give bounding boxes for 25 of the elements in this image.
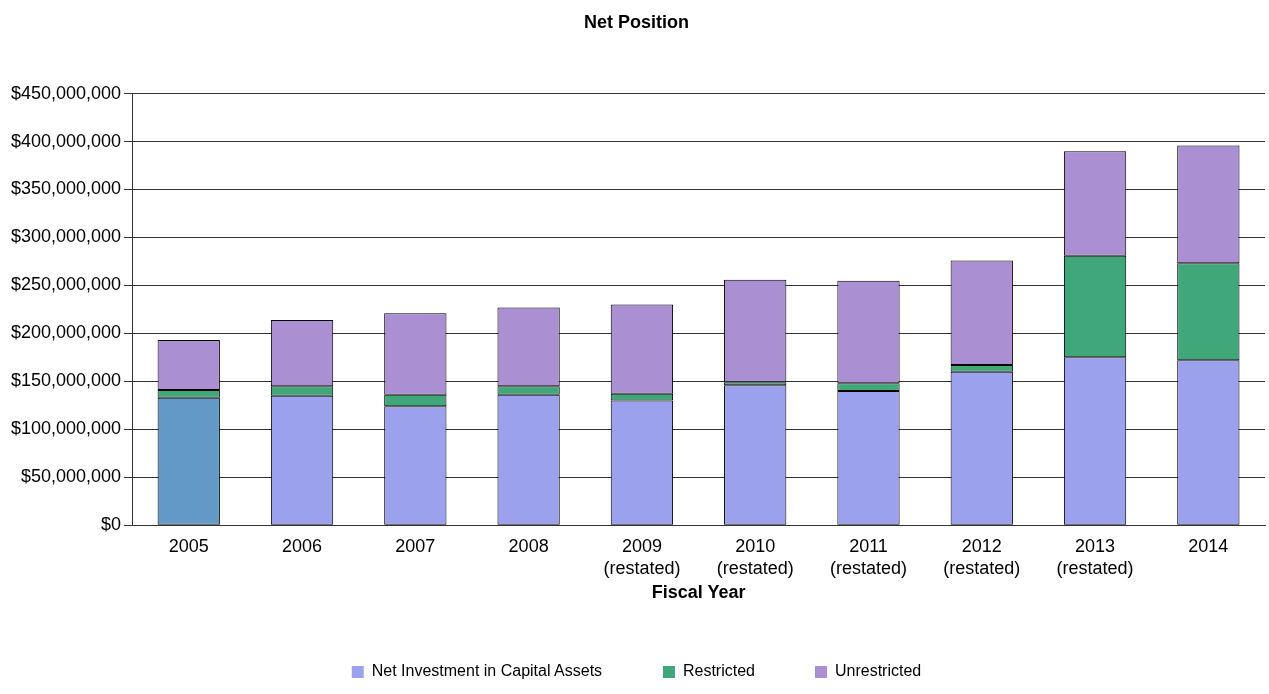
y-tick-label: $100,000,000	[11, 418, 122, 439]
x-tick-label: 2006	[282, 535, 323, 556]
y-tick-label: $150,000,000	[11, 370, 122, 391]
y-tick-label: $250,000,000	[11, 274, 122, 295]
y-tick-label: $0	[101, 514, 122, 535]
y-tick-label: $350,000,000	[11, 178, 122, 199]
x-tick-label: 2008	[508, 535, 549, 556]
y-tick-label: $200,000,000	[11, 322, 122, 343]
x-tick-label: 2009 (restated)	[603, 535, 681, 578]
x-tick-label: 2012 (restated)	[943, 535, 1021, 578]
legend-label: Restricted	[682, 662, 755, 680]
x-tick-label: 2007	[395, 535, 436, 556]
x-tick-label: 2014	[1188, 535, 1229, 556]
x-axis-title: Fiscal Year	[651, 582, 746, 603]
y-tick-label: $450,000,000	[11, 82, 122, 103]
y-tick-label: $400,000,000	[11, 130, 122, 151]
chart-title: Net Position	[583, 11, 690, 32]
y-tick-label: $300,000,000	[11, 226, 122, 247]
x-tick-label: 2005	[168, 535, 209, 556]
legend-label: Net Investment in Capital Assets	[371, 662, 603, 680]
x-tick-label: 2010 (restated)	[716, 535, 794, 578]
y-tick-label: $50,000,000	[21, 466, 122, 487]
legend-label: Unrestricted	[834, 662, 922, 680]
x-tick-label: 2013 (restated)	[1056, 535, 1134, 578]
x-tick-label: 2011 (restated)	[829, 535, 907, 578]
